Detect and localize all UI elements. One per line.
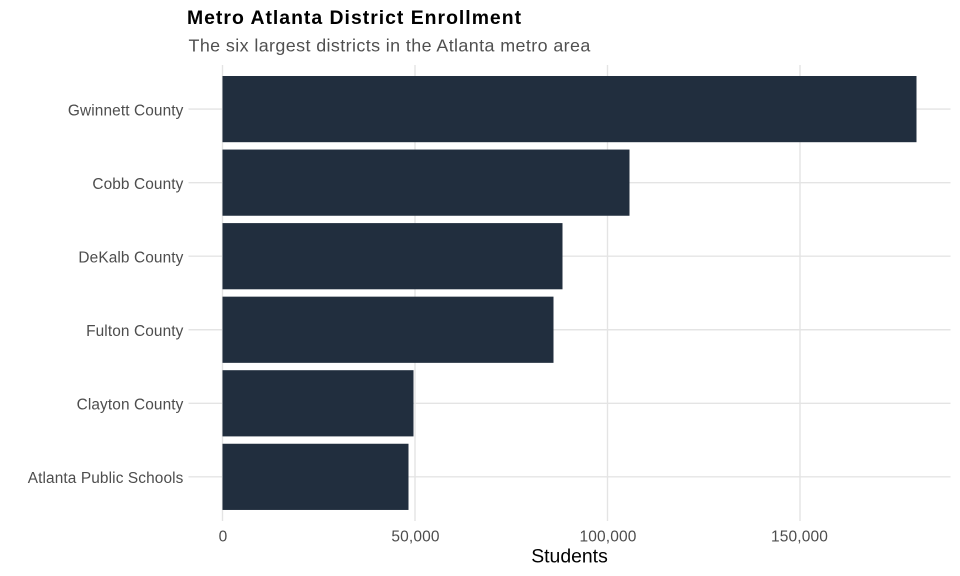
svg-text:0: 0 [219, 529, 228, 546]
svg-text:50,000: 50,000 [391, 529, 440, 546]
svg-text:Gwinnett County: Gwinnett County [68, 102, 184, 119]
svg-text:100,000: 100,000 [579, 529, 636, 546]
svg-text:Students: Students [531, 546, 608, 568]
svg-text:Metro Atlanta District Enrollm: Metro Atlanta District Enrollment [187, 7, 522, 29]
svg-text:The six largest districts in t: The six largest districts in the Atlanta… [189, 35, 591, 55]
svg-text:Clayton County: Clayton County [77, 397, 184, 414]
svg-text:DeKalb County: DeKalb County [78, 249, 183, 266]
svg-text:Atlanta Public Schools: Atlanta Public Schools [28, 470, 184, 487]
svg-text:Cobb County: Cobb County [92, 176, 183, 193]
svg-text:Fulton County: Fulton County [86, 323, 184, 340]
svg-text:150,000: 150,000 [771, 529, 828, 546]
